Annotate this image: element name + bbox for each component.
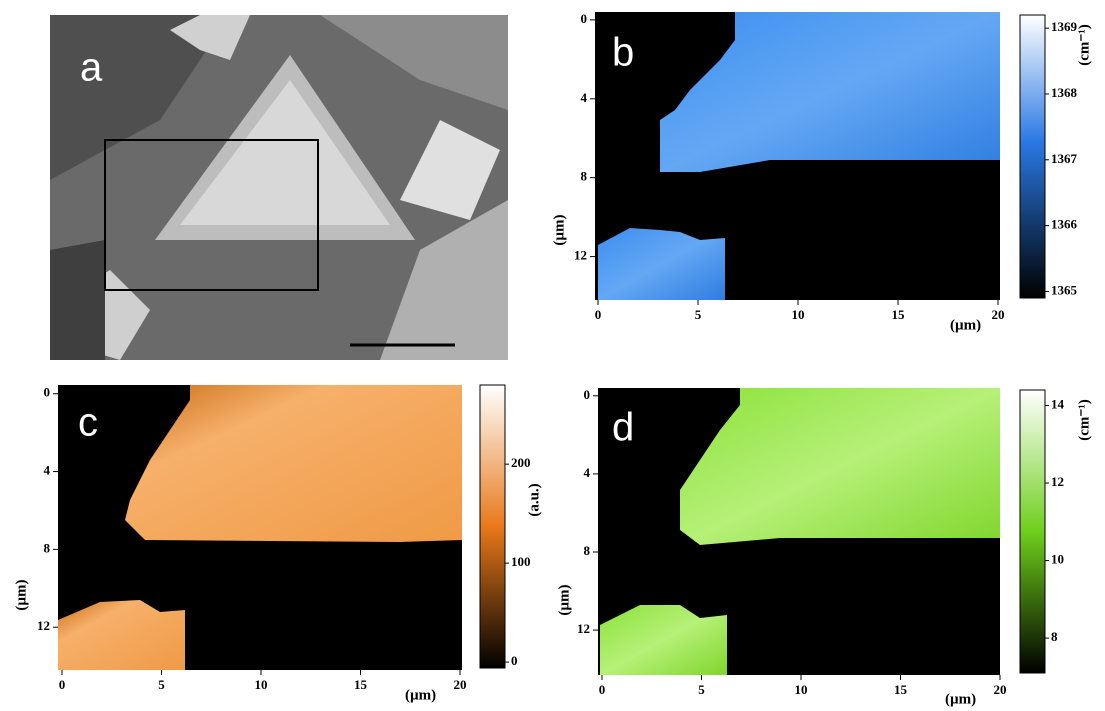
panel-label: a bbox=[80, 46, 103, 90]
y-tick-label: 12 bbox=[574, 248, 587, 263]
x-tick-label: 0 bbox=[599, 682, 606, 697]
colorbar bbox=[479, 384, 506, 669]
colorbar-tick-label: 1367 bbox=[1051, 151, 1078, 166]
map-region bbox=[58, 600, 185, 670]
x-tick-label: 20 bbox=[994, 682, 1007, 697]
y-tick-label: 4 bbox=[44, 463, 51, 478]
y-tick-label: 12 bbox=[37, 618, 50, 633]
colorbar-tick-label: 0 bbox=[511, 653, 518, 668]
y-tick-label: 0 bbox=[581, 11, 588, 26]
x-tick-label: 10 bbox=[794, 682, 807, 697]
x-axis-label: (µm) bbox=[405, 687, 436, 703]
y-tick-label: 8 bbox=[44, 540, 51, 555]
map-region bbox=[598, 228, 725, 300]
colorbar-tick-label: 1366 bbox=[1051, 217, 1078, 232]
x-tick-label: 5 bbox=[695, 307, 702, 322]
y-tick-label: 4 bbox=[581, 90, 588, 105]
map-region bbox=[660, 12, 1000, 172]
y-tick-label: 8 bbox=[581, 169, 588, 184]
x-tick-label: 0 bbox=[595, 307, 602, 322]
y-tick-label: 12 bbox=[577, 621, 590, 636]
x-axis-label: (µm) bbox=[950, 317, 981, 333]
colorbar bbox=[1019, 14, 1046, 299]
x-tick-label: 20 bbox=[454, 677, 467, 692]
x-tick-label: 15 bbox=[354, 677, 368, 692]
x-tick-label: 15 bbox=[894, 682, 908, 697]
map-region bbox=[600, 605, 727, 675]
colorbar-tick-label: 8 bbox=[1051, 629, 1058, 644]
x-axis-label: (µm) bbox=[945, 691, 976, 707]
colorbar-label: (a.u.) bbox=[526, 483, 542, 516]
colorbar-tick-label: 1368 bbox=[1051, 85, 1078, 100]
panel-label: d bbox=[612, 406, 634, 450]
colorbar-tick-label: 1369 bbox=[1051, 19, 1078, 34]
y-axis-label: (µm) bbox=[556, 584, 572, 615]
x-tick-label: 5 bbox=[158, 677, 165, 692]
colorbar-tick-label: 14 bbox=[1051, 396, 1065, 411]
colorbar-label: (cm⁻¹) bbox=[1076, 399, 1092, 441]
sem-image bbox=[50, 15, 508, 360]
colorbar bbox=[1019, 389, 1046, 674]
map-region bbox=[125, 385, 462, 542]
y-tick-label: 4 bbox=[584, 465, 591, 480]
panel-label: b bbox=[612, 31, 634, 75]
y-axis-label: (µm) bbox=[13, 579, 29, 610]
map-region bbox=[680, 388, 1000, 545]
colorbar-label: (cm⁻¹) bbox=[1076, 24, 1092, 66]
y-tick-label: 0 bbox=[44, 385, 51, 400]
x-tick-label: 10 bbox=[254, 677, 267, 692]
y-tick-label: 0 bbox=[584, 387, 591, 402]
x-tick-label: 20 bbox=[992, 307, 1005, 322]
colorbar-tick-label: 10 bbox=[1051, 552, 1064, 567]
y-tick-label: 8 bbox=[584, 543, 591, 558]
x-tick-label: 15 bbox=[892, 307, 906, 322]
x-tick-label: 10 bbox=[792, 307, 805, 322]
colorbar-tick-label: 12 bbox=[1051, 474, 1064, 489]
colorbar-tick-label: 100 bbox=[511, 554, 531, 569]
x-tick-label: 0 bbox=[59, 677, 66, 692]
panel-label: c bbox=[78, 401, 98, 445]
colorbar-tick-label: 200 bbox=[511, 455, 531, 470]
colorbar-tick-label: 1365 bbox=[1051, 282, 1078, 297]
x-tick-label: 5 bbox=[698, 682, 705, 697]
y-axis-label: (µm) bbox=[551, 214, 567, 245]
